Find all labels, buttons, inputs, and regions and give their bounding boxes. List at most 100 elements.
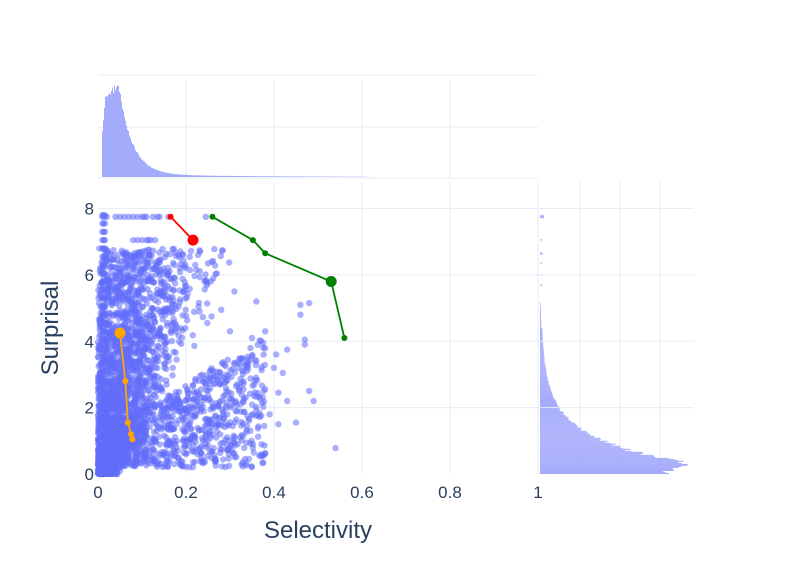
- scatter-point: [96, 462, 104, 469]
- scatter-point: [231, 288, 238, 295]
- top-hist-bar: [119, 91, 120, 177]
- scatter-point: [153, 290, 161, 297]
- scatter-point: [149, 446, 156, 453]
- right-hist-bar: [540, 410, 561, 412]
- scatter-point: [123, 350, 130, 357]
- top-hist-bar: [295, 176, 296, 177]
- right-hist-bar: [540, 427, 581, 429]
- scatter-point: [219, 359, 227, 366]
- right-hist-bar: [540, 314, 541, 316]
- top-hist-bar: [277, 176, 278, 177]
- scatter-point: [191, 272, 198, 280]
- scatter-point: [213, 428, 221, 435]
- right-hist-bar: [540, 401, 556, 403]
- scatter-point: [170, 287, 178, 294]
- right-hist-bar: [540, 340, 543, 342]
- scatter-point: [138, 236, 146, 244]
- scatter-point: [120, 463, 127, 470]
- y-axis-ticks: 0 2 4 6 8: [85, 200, 94, 484]
- right-hist-bar: [540, 338, 543, 340]
- top-hist-bar: [106, 96, 107, 177]
- top-marginal-grid: [98, 74, 538, 177]
- scatter-point: [260, 344, 267, 351]
- top-hist-bar: [320, 176, 321, 177]
- scatter-point: [135, 423, 142, 430]
- right-hist-bar: [540, 350, 544, 352]
- scatter-point: [133, 456, 140, 463]
- right-hist-bar: [540, 411, 564, 413]
- trajectory-point: [124, 419, 131, 426]
- scatter-point: [170, 400, 177, 407]
- scatter-point: [124, 330, 131, 337]
- scatter-point: [297, 311, 304, 318]
- right-hist-bar: [540, 400, 556, 402]
- scatter-point: [184, 435, 192, 443]
- right-hist-bar: [540, 346, 544, 348]
- top-hist-bar: [215, 175, 216, 177]
- scatter-point: [260, 351, 267, 358]
- top-hist-bar: [230, 176, 231, 177]
- scatter-point: [99, 437, 107, 444]
- scatter-point: [116, 213, 124, 220]
- scatter-point: [175, 332, 182, 339]
- scatter-point: [197, 457, 204, 465]
- right-hist-bar: [540, 322, 542, 324]
- top-hist-bar: [266, 176, 267, 177]
- top-hist-bar: [150, 166, 151, 177]
- scatter-point: [261, 422, 268, 430]
- scatter-point: [111, 296, 118, 304]
- scatter-point: [248, 334, 256, 342]
- scatter-point: [142, 379, 149, 387]
- top-hist-bar: [305, 176, 306, 177]
- right-hist-bar: [540, 415, 566, 417]
- top-hist-bar: [122, 108, 123, 177]
- top-hist-bar: [232, 176, 233, 177]
- scatter-point: [179, 312, 186, 319]
- right-hist-bar: [540, 469, 675, 471]
- x-tick-label: 0.6: [350, 483, 374, 502]
- scatter-points: [94, 212, 339, 478]
- scatter-point: [223, 441, 231, 449]
- scatter-point: [97, 399, 104, 407]
- scatter-point: [212, 412, 219, 419]
- scatter-point: [121, 258, 128, 265]
- top-hist-bar: [115, 90, 116, 177]
- scatter-point: [101, 319, 109, 327]
- scatter-point: [159, 271, 166, 278]
- top-hist-bar: [257, 176, 258, 177]
- top-hist-bar: [166, 172, 167, 177]
- right-hist-bar: [540, 339, 543, 341]
- top-hist-bar: [221, 175, 222, 177]
- scatter-point: [226, 328, 234, 335]
- right-hist-bar: [540, 462, 682, 464]
- scatter-point: [112, 379, 119, 386]
- top-hist-bar: [169, 173, 170, 177]
- right-hist-bar: [540, 436, 595, 438]
- top-hist-bar: [206, 175, 207, 177]
- top-hist-bar: [268, 176, 269, 177]
- scatter-point: [189, 459, 197, 466]
- scatter-point: [127, 411, 134, 418]
- right-hist-bar: [540, 348, 544, 350]
- scatter-point: [239, 355, 246, 362]
- x-axis-ticks: 0 0.2 0.4 0.6 0.8 1: [93, 483, 542, 502]
- top-hist-bar: [262, 176, 263, 177]
- scatter-point: [114, 392, 121, 399]
- top-hist-bar: [135, 150, 136, 177]
- trajectory-point: [187, 234, 199, 246]
- scatter-point: [284, 346, 291, 353]
- top-hist-bar: [258, 176, 259, 177]
- right-hist-bar: [540, 321, 542, 323]
- top-hist-bar: [178, 174, 179, 177]
- scatter-point: [121, 251, 128, 259]
- top-hist-bar: [110, 94, 111, 177]
- scatter-point: [192, 412, 199, 420]
- scatter-point: [156, 308, 163, 315]
- scatter-point: [225, 389, 232, 396]
- right-hist-bar: [540, 457, 669, 459]
- scatter-point: [139, 441, 146, 448]
- top-hist-bar: [172, 173, 173, 177]
- right-hist-bar: [540, 284, 543, 286]
- right-hist-bar: [540, 343, 544, 345]
- scatter-point: [224, 422, 231, 429]
